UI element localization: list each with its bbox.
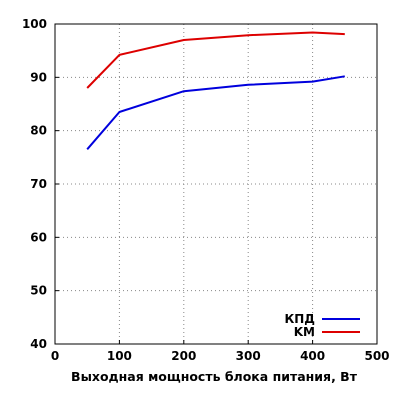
x-tick-label: 200	[171, 349, 196, 363]
legend-label: KM	[294, 325, 315, 339]
x-tick-label: 0	[51, 349, 59, 363]
y-tick-label: 80	[30, 124, 47, 138]
y-tick-label: 70	[30, 177, 47, 191]
axis-ticks: 0 100 200 300 400 500 40 50 60 70 80 90 100	[22, 17, 390, 363]
x-tick-label: 500	[364, 349, 389, 363]
y-tick-label: 50	[30, 284, 47, 298]
y-tick-label: 100	[22, 17, 47, 31]
x-tick-label: 100	[107, 349, 132, 363]
x-tick-label: 400	[300, 349, 325, 363]
grid	[55, 24, 377, 344]
x-axis-label: Выходная мощность блока питания, Вт	[71, 369, 358, 384]
y-tick-label: 90	[30, 70, 47, 84]
y-tick-label: 60	[30, 230, 47, 244]
series-line-kpd	[86, 75, 345, 150]
y-tick-label: 40	[30, 337, 47, 351]
series-lines	[86, 31, 345, 150]
x-tick-label: 300	[236, 349, 261, 363]
legend-label: КПД	[284, 312, 315, 326]
series-line-km	[86, 31, 345, 89]
